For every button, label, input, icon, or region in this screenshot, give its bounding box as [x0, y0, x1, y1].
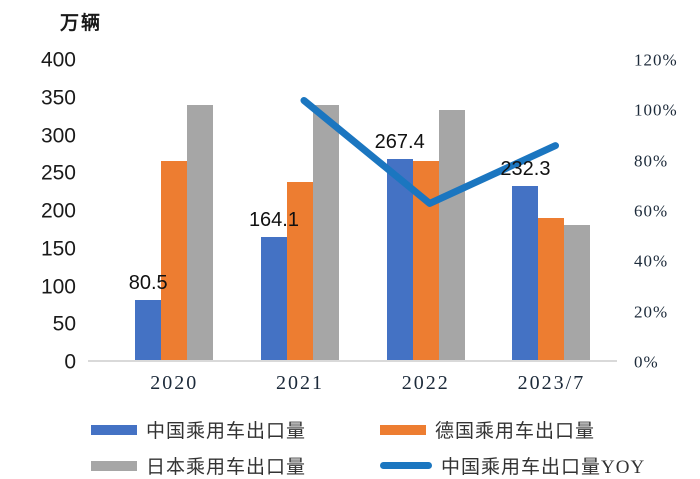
bar-中国乘用车出口量-2022 — [386, 159, 413, 360]
legend-label: 日本乘用车出口量 — [146, 457, 307, 478]
right-axis-tick: 60% — [634, 201, 669, 221]
legend-bar-swatch — [91, 460, 137, 471]
bar-德国乘用车出口量-2021 — [286, 182, 313, 360]
right-axis-tick: 40% — [634, 251, 669, 271]
legend-item: 中国乘用车出口量YOY — [380, 452, 645, 479]
legend-item: 中国乘用车出口量 — [91, 416, 380, 443]
right-axis-tick: 20% — [634, 302, 669, 322]
right-axis-tick: 0% — [634, 352, 659, 372]
left-axis-tick: 250 — [40, 161, 76, 185]
bar-group-2023/7 — [512, 60, 591, 360]
bar-中国乘用车出口量-2023/7 — [512, 185, 539, 360]
plot-area: 80.5 164.1 267.4 232.3 — [88, 60, 617, 362]
legend-item: 德国乘用车出口量 — [380, 416, 645, 443]
legend-bar-swatch — [91, 424, 137, 435]
left-axis-tick: 400 — [40, 48, 76, 72]
legend-line-swatch — [380, 462, 432, 469]
x-axis-label: 2021 — [275, 372, 324, 394]
right-axis-tick: 80% — [634, 151, 669, 171]
right-axis-tick: 120% — [634, 50, 678, 70]
left-axis-tick: 350 — [40, 86, 76, 110]
legend-item: 日本乘用车出口量 — [91, 452, 380, 479]
bar-group-2022 — [386, 60, 465, 360]
bar-日本乘用车出口量-2021 — [312, 105, 339, 360]
bar-中国乘用车出口量-2021 — [260, 236, 287, 360]
yoy-line — [300, 97, 559, 207]
legend-label: 中国乘用车出口量YOY — [441, 457, 646, 478]
data-label: 232.3 — [500, 157, 551, 180]
left-axis-tick: 200 — [40, 199, 76, 223]
left-axis-tick: 100 — [40, 275, 76, 298]
right-axis: 0% 20% 40% 60% 80% 100% 120% — [634, 52, 700, 371]
right-axis-tick: 100% — [634, 100, 678, 120]
legend: 中国乘用车出口量 德国乘用车出口量日本乘用车出口量 中国乘用车出口量YOY — [91, 416, 644, 479]
data-label: 80.5 — [128, 271, 168, 294]
left-axis-title: 万辆 — [60, 13, 103, 34]
bar-日本乘用车出口量-2023/7 — [564, 225, 591, 360]
left-axis: 0 50 100 150 200 250 300 350 400 — [0, 50, 76, 373]
bar-德国乘用车出口量-2023/7 — [538, 217, 565, 360]
legend-label: 德国乘用车出口量 — [435, 421, 596, 442]
bar-日本乘用车出口量-2022 — [438, 110, 465, 360]
bar-中国乘用车出口量-2020 — [135, 299, 162, 360]
left-axis-tick: 150 — [40, 237, 76, 261]
left-axis-tick: 0 — [64, 350, 76, 374]
yoy-line-path — [300, 97, 559, 207]
legend-label: 中国乘用车出口量 — [146, 421, 307, 442]
left-axis-tick: 300 — [40, 124, 76, 147]
bar-德国乘用车出口量-2020 — [161, 161, 188, 360]
x-axis-label: 2020 — [150, 372, 199, 394]
bar-group-2021 — [260, 60, 339, 360]
bar-日本乘用车出口量-2020 — [187, 105, 214, 360]
x-axis-label: 2022 — [401, 372, 450, 394]
bar-group-2020 — [135, 60, 214, 360]
data-label: 164.1 — [248, 208, 299, 231]
data-label: 267.4 — [374, 131, 425, 154]
x-axis-label: 2023/7 — [517, 372, 586, 394]
left-axis-tick: 50 — [52, 312, 76, 336]
legend-bar-swatch — [380, 424, 426, 435]
